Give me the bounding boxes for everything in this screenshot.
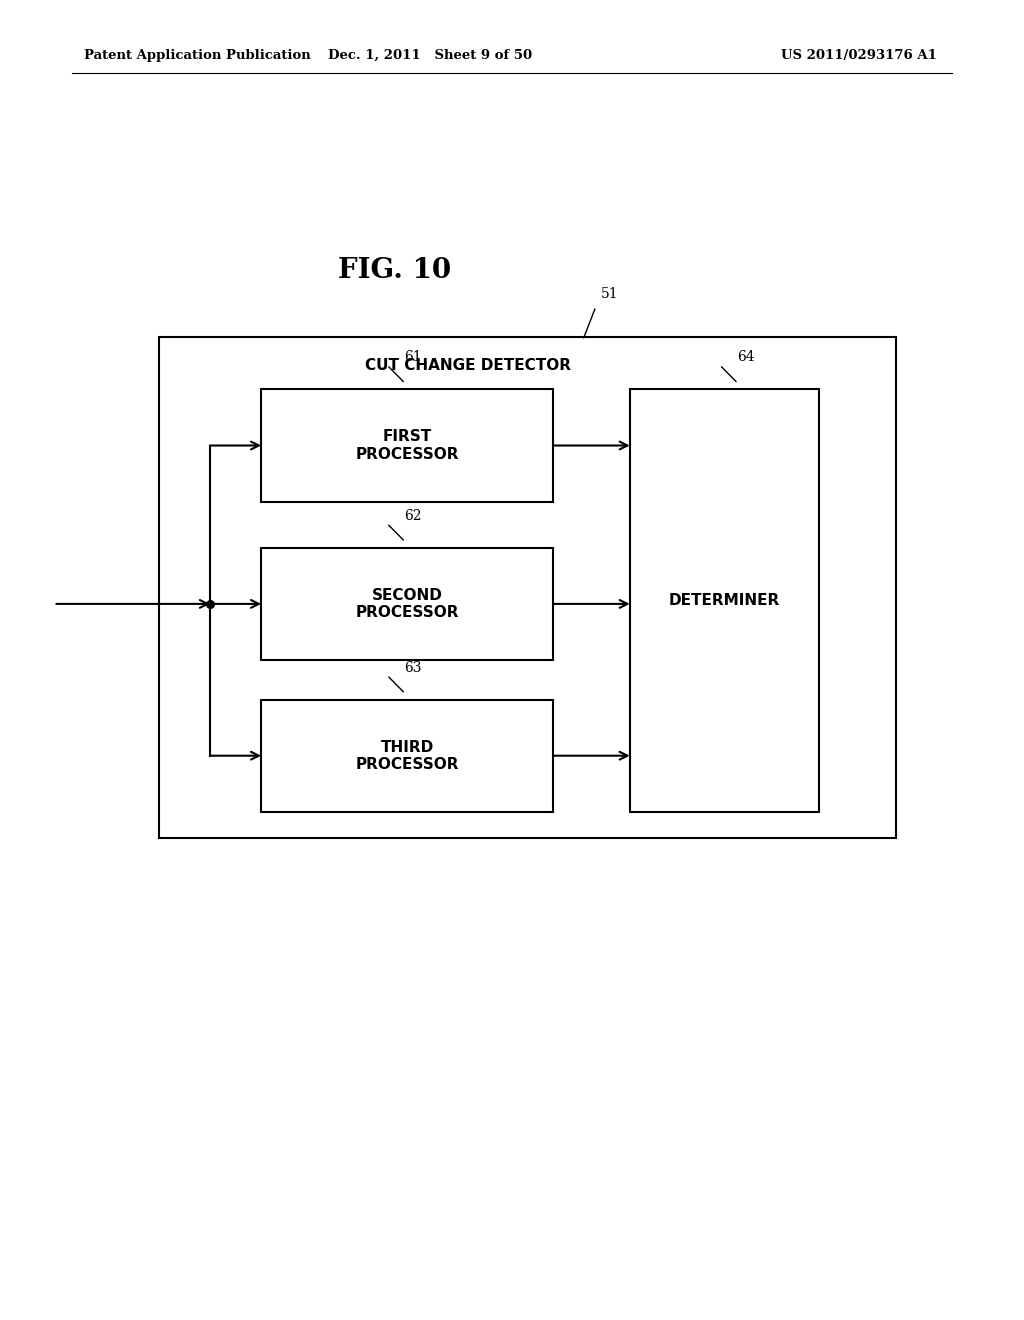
Text: SECOND
PROCESSOR: SECOND PROCESSOR [355, 587, 459, 620]
Bar [261, 548, 553, 660]
Text: Patent Application Publication: Patent Application Publication [84, 49, 310, 62]
Bar [630, 389, 819, 812]
Bar [261, 389, 553, 502]
Text: 62: 62 [404, 508, 422, 523]
Text: THIRD
PROCESSOR: THIRD PROCESSOR [355, 739, 459, 772]
Text: 51: 51 [601, 286, 618, 301]
Text: Dec. 1, 2011   Sheet 9 of 50: Dec. 1, 2011 Sheet 9 of 50 [328, 49, 532, 62]
Text: US 2011/0293176 A1: US 2011/0293176 A1 [781, 49, 937, 62]
Text: CUT CHANGE DETECTOR: CUT CHANGE DETECTOR [366, 358, 571, 374]
Bar [159, 337, 896, 838]
Text: DETERMINER: DETERMINER [669, 593, 780, 609]
Bar [261, 700, 553, 812]
Text: 61: 61 [404, 350, 422, 364]
Text: FIG. 10: FIG. 10 [338, 257, 451, 284]
Text: 64: 64 [737, 350, 755, 364]
Text: FIRST
PROCESSOR: FIRST PROCESSOR [355, 429, 459, 462]
Text: 63: 63 [404, 660, 422, 675]
